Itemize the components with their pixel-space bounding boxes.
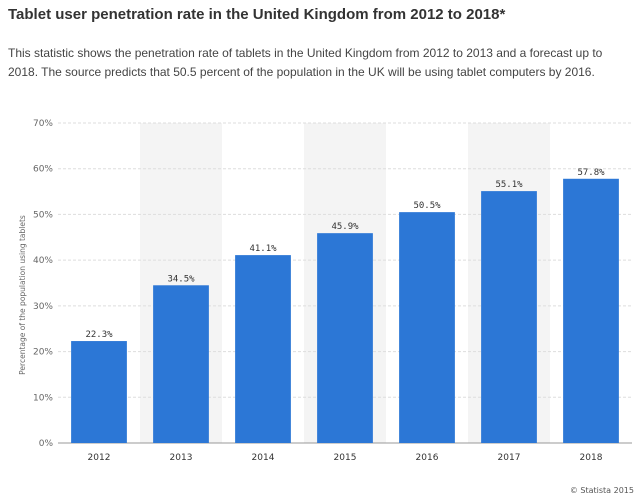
data-label-2013: 34.5% <box>167 274 195 284</box>
y-tick-label: 70% <box>33 119 53 129</box>
bars <box>71 178 619 443</box>
bar-chart: 22.3% 34.5% 41.1% 45.9% 50.5% 55.1% 57.8% 0% 10… <box>18 119 632 463</box>
data-label-2012: 22.3% <box>85 330 113 340</box>
y-axis-ticks: 0% 10% 20% 30% 40% 50% 60% 70% <box>33 119 53 449</box>
bar-2012[interactable] <box>71 341 127 443</box>
data-label-2015: 45.9% <box>331 222 359 232</box>
chart-description: This statistic shows the penetration rat… <box>8 46 603 79</box>
y-tick-label: 10% <box>33 393 53 403</box>
x-axis-ticks: 2012 2013 2014 2015 2016 2017 2018 <box>88 453 603 463</box>
y-axis-label: Percentage of the population using table… <box>18 215 27 375</box>
data-label-2014: 41.1% <box>249 244 277 254</box>
y-tick-label: 60% <box>33 165 53 175</box>
y-tick-label: 40% <box>33 256 53 266</box>
bar-2013[interactable] <box>153 285 209 443</box>
bar-2016[interactable] <box>399 212 455 443</box>
y-tick-label: 0% <box>39 439 54 449</box>
bar-2014[interactable] <box>235 255 291 443</box>
x-tick-label-2016: 2016 <box>416 453 439 463</box>
x-tick-label-2015: 2015 <box>334 453 357 463</box>
x-tick-label-2014: 2014 <box>252 453 275 463</box>
bar-2018[interactable] <box>563 178 619 443</box>
x-tick-label-2018: 2018 <box>580 453 603 463</box>
data-label-2018: 57.8% <box>577 168 605 178</box>
data-labels: 22.3% 34.5% 41.1% 45.9% 50.5% 55.1% 57.8% <box>85 168 605 340</box>
bar-2015[interactable] <box>317 233 373 443</box>
source-credit: © Statista 2015 <box>569 486 634 495</box>
x-tick-label-2012: 2012 <box>88 453 111 463</box>
y-tick-label: 20% <box>33 348 53 358</box>
bar-2017[interactable] <box>481 191 537 443</box>
chart-title: Tablet user penetration rate in the Unit… <box>8 6 506 23</box>
y-tick-label: 30% <box>33 302 53 312</box>
x-tick-label-2013: 2013 <box>170 453 193 463</box>
data-label-2016: 50.5% <box>413 201 441 211</box>
data-label-2017: 55.1% <box>495 180 523 190</box>
x-tick-label-2017: 2017 <box>498 453 521 463</box>
y-tick-label: 50% <box>33 210 53 220</box>
